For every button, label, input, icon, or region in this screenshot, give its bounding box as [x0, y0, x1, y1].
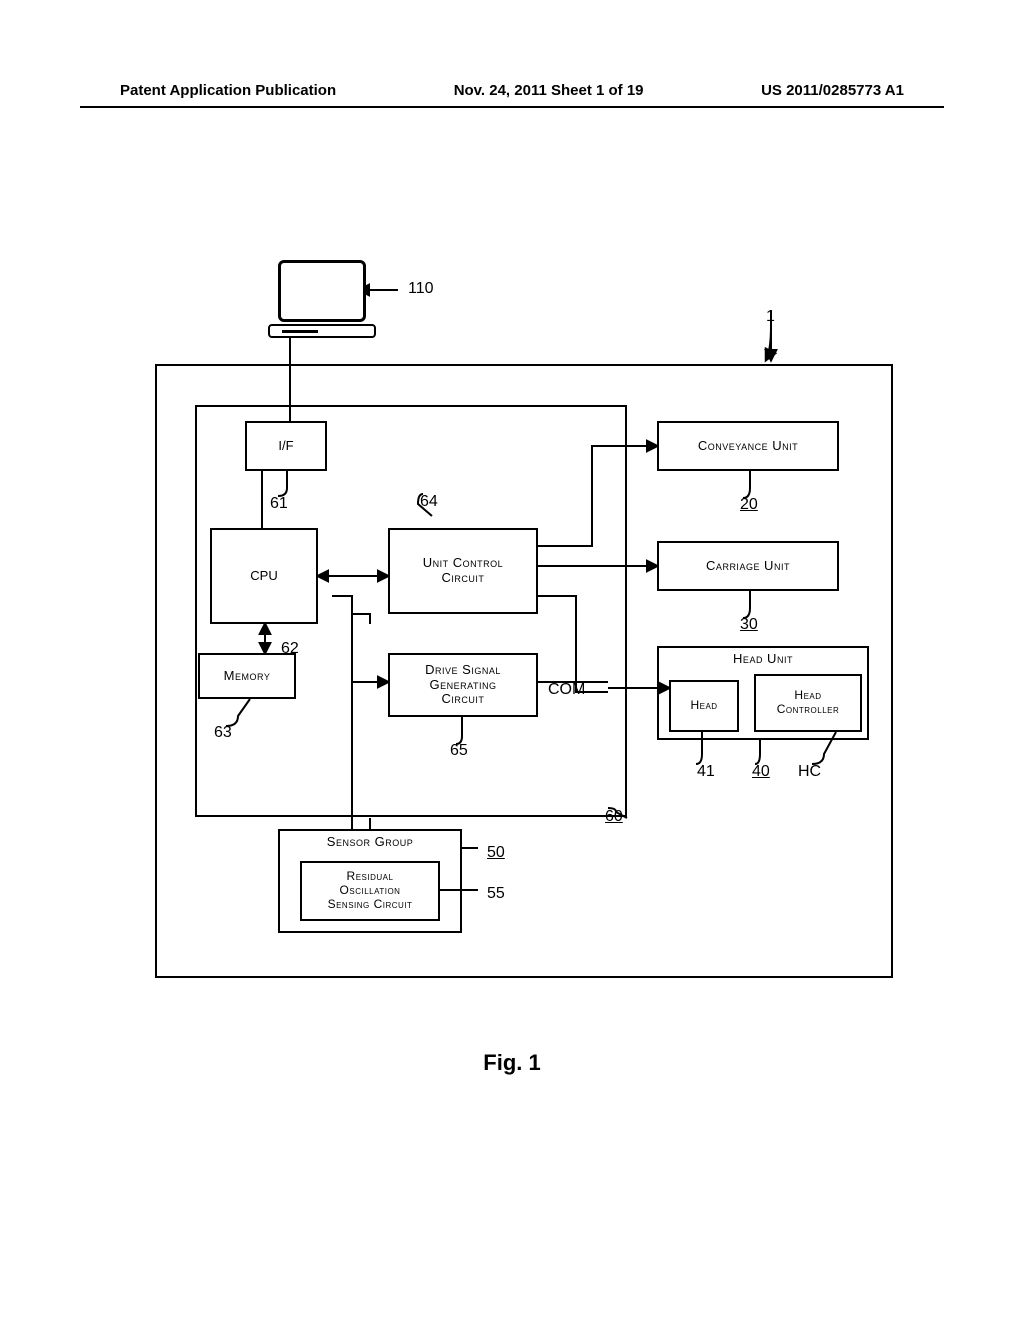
node-rosc-label: Residual Oscillation Sensing Circuit: [328, 870, 413, 911]
label-lHC: HC: [798, 763, 821, 781]
label-l55: 55: [487, 885, 505, 903]
node-head_unit-label: Head Unit: [733, 652, 793, 667]
label-one: 1: [766, 308, 775, 326]
node-rosc: Residual Oscillation Sensing Circuit: [300, 861, 440, 921]
node-cpu-label: CPU: [250, 569, 277, 584]
node-cpu: CPU: [210, 528, 318, 624]
figure-caption: Fig. 1: [0, 1050, 1024, 1076]
header-rule: [80, 106, 944, 108]
label-l62: 62: [281, 640, 299, 658]
header-right: US 2011/0285773 A1: [761, 82, 904, 99]
node-carr-label: Carriage Unit: [706, 559, 790, 574]
node-ucc: Unit Control Circuit: [388, 528, 538, 614]
label-l50: 50: [487, 844, 505, 862]
node-conv-label: Conveyance Unit: [698, 439, 798, 454]
label-l61: 61: [270, 495, 288, 513]
page-header: Patent Application Publication Nov. 24, …: [0, 82, 1024, 99]
label-l64: 64: [420, 493, 438, 511]
node-sensor-label: Sensor Group: [327, 835, 413, 850]
header-center: Nov. 24, 2011 Sheet 1 of 19: [454, 82, 644, 99]
node-if: I/F: [245, 421, 327, 471]
node-head_ctrl-label: Head Controller: [777, 689, 840, 717]
node-ucc-label: Unit Control Circuit: [423, 556, 503, 586]
label-l20: 20: [740, 496, 758, 514]
header-left: Patent Application Publication: [120, 82, 336, 99]
node-head-label: Head: [690, 699, 717, 713]
diagram: I/F CPU Memory Unit Control Circuit Drive Si…: [130, 260, 900, 980]
node-dsg-label: Drive Signal Generating Circuit: [425, 663, 501, 708]
node-carr: Carriage Unit: [657, 541, 839, 591]
node-head: Head: [669, 680, 739, 732]
node-if-label: I/F: [278, 439, 293, 454]
label-l30: 30: [740, 616, 758, 634]
label-l63: 63: [214, 724, 232, 742]
label-l40: 40: [752, 763, 770, 781]
node-memory-label: Memory: [224, 669, 271, 684]
label-l65: 65: [450, 742, 468, 760]
label-l41: 41: [697, 763, 715, 781]
node-head_ctrl: Head Controller: [754, 674, 862, 732]
label-l60: 60: [605, 808, 623, 826]
node-memory: Memory: [198, 653, 296, 699]
node-conv: Conveyance Unit: [657, 421, 839, 471]
node-dsg: Drive Signal Generating Circuit: [388, 653, 538, 717]
label-COM: COM: [548, 681, 585, 699]
label-l110: 110: [408, 280, 434, 298]
computer-icon: [268, 260, 376, 338]
